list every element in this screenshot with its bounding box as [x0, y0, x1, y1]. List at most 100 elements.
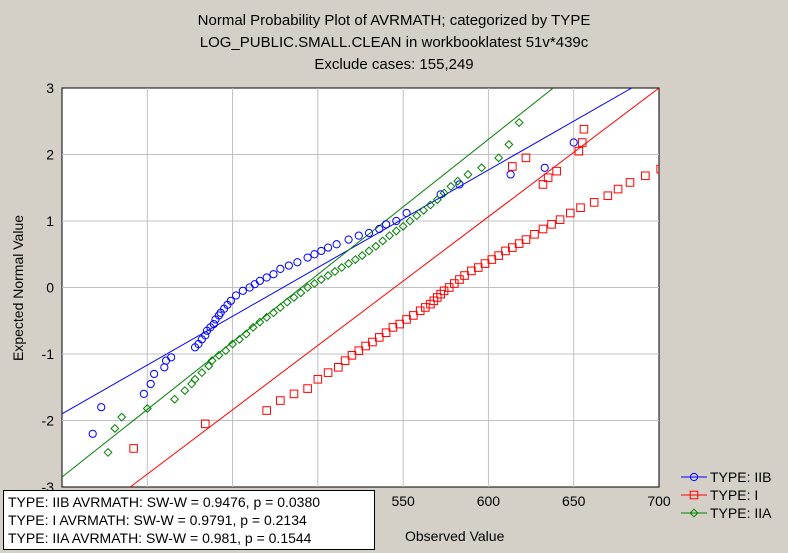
point-type-iia: [228, 339, 238, 349]
point-type-iia: [439, 188, 449, 198]
point-type-iia: [289, 292, 299, 302]
point-type-i: [530, 230, 539, 239]
point-type-i: [566, 208, 575, 218]
fit-line-type-i: [129, 88, 659, 487]
point-type-iia: [378, 236, 388, 246]
point-type-iib: [255, 276, 264, 285]
legend-label-type-iia: TYPE: IIA: [710, 505, 772, 521]
point-type-i: [574, 146, 584, 156]
x-tick-label: 600: [477, 493, 501, 509]
point-type-iia: [337, 263, 347, 273]
point-type-i: [538, 224, 548, 234]
point-type-i: [276, 396, 285, 405]
point-type-i: [340, 356, 350, 365]
point-type-iia: [419, 205, 429, 215]
point-type-iia: [117, 412, 127, 422]
point-type-iia: [316, 275, 326, 285]
point-type-i: [508, 162, 517, 171]
point-type-iib: [146, 379, 155, 389]
point-type-i: [494, 251, 503, 260]
y-tick-label: -2: [42, 413, 55, 429]
y-tick-label: 1: [46, 213, 54, 229]
point-type-iia: [214, 350, 224, 360]
point-type-i: [200, 419, 210, 429]
point-type-iia: [234, 334, 244, 344]
point-type-iia: [425, 200, 435, 210]
y-tick-label: 3: [46, 80, 54, 96]
x-tick-label: 650: [562, 493, 586, 509]
point-type-i: [303, 384, 312, 393]
point-type-iib: [354, 231, 363, 240]
point-type-iia: [453, 176, 463, 186]
y-tick-label: 0: [46, 280, 54, 296]
stats-line-iia: TYPE: IIA AVRMATH: SW-W = 0.981, p = 0.1…: [8, 530, 312, 546]
legend-label-type-i: TYPE: I: [710, 487, 758, 503]
point-type-iib: [226, 296, 235, 305]
point-type-i: [521, 235, 531, 244]
point-type-iia: [391, 226, 401, 236]
point-type-iib: [303, 253, 312, 262]
point-type-iia: [110, 423, 120, 433]
point-type-iia: [207, 356, 217, 366]
point-type-iib: [88, 429, 97, 438]
stats-line-iib: TYPE: IIB AVRMATH: SW-W = 0.9476, p = 0.…: [8, 494, 321, 510]
chart-title-line-3: Exclude cases: 155,249: [314, 56, 473, 73]
point-type-iib: [344, 235, 353, 244]
point-type-iib: [332, 240, 341, 249]
point-type-i: [552, 166, 561, 176]
y-tick-label: -1: [42, 346, 55, 362]
point-type-i: [354, 346, 364, 355]
fit-lines: [62, 88, 659, 487]
point-type-iia: [357, 251, 367, 261]
data-points: [88, 118, 659, 457]
point-type-i: [460, 271, 469, 280]
fit-line-type-iia: [62, 88, 554, 478]
legend-label-type-iib: TYPE: IIB: [710, 469, 771, 485]
legend-marker-type-iia: [689, 508, 699, 518]
point-type-iib: [540, 163, 549, 172]
y-tick-label: 2: [46, 147, 54, 163]
point-type-iib: [201, 331, 210, 340]
point-type-i: [641, 171, 650, 181]
point-type-i: [323, 368, 333, 377]
point-type-iib: [139, 389, 148, 398]
grid-lines: [62, 88, 659, 487]
point-type-iib: [150, 369, 159, 379]
point-type-i: [262, 406, 271, 415]
point-type-iia: [309, 279, 319, 289]
chart-title-line-1: Normal Probability Plot of AVRMATH; cate…: [198, 12, 591, 29]
x-axis-label: Observed Value: [405, 528, 505, 544]
point-type-iib: [436, 190, 445, 199]
point-type-iia: [296, 288, 306, 298]
point-type-iia: [190, 374, 200, 384]
point-type-i: [289, 389, 299, 399]
point-type-i: [613, 184, 623, 194]
y-axis-label: Expected Normal Value: [10, 215, 26, 361]
point-type-i: [603, 191, 613, 201]
point-type-iia: [432, 195, 442, 205]
point-type-i: [656, 164, 659, 174]
point-type-iia: [255, 317, 265, 327]
stats-box: TYPE: IIB AVRMATH: SW-W = 0.9476, p = 0.…: [3, 490, 375, 550]
point-type-iib: [323, 243, 333, 252]
point-type-iia: [330, 267, 340, 277]
point-type-iib: [97, 403, 106, 412]
legend-marker-type-iib: [689, 472, 699, 482]
x-tick-label: 700: [647, 493, 671, 509]
point-type-iib: [381, 220, 391, 229]
point-type-i: [625, 178, 635, 187]
point-type-iia: [180, 386, 190, 396]
point-type-i: [381, 328, 391, 338]
point-type-i: [334, 363, 343, 372]
point-type-iib: [402, 208, 411, 218]
point-type-iia: [477, 163, 487, 173]
point-type-iib: [293, 258, 302, 267]
chart-title-line-2: LOG_PUBLIC.SMALL.CLEAN in workbooklatest…: [200, 34, 589, 51]
point-type-i: [521, 153, 531, 163]
point-type-iia: [269, 308, 279, 318]
point-type-iib: [269, 270, 278, 279]
point-type-iia: [262, 312, 272, 322]
point-type-iia: [384, 231, 395, 241]
point-type-iib: [506, 170, 515, 179]
